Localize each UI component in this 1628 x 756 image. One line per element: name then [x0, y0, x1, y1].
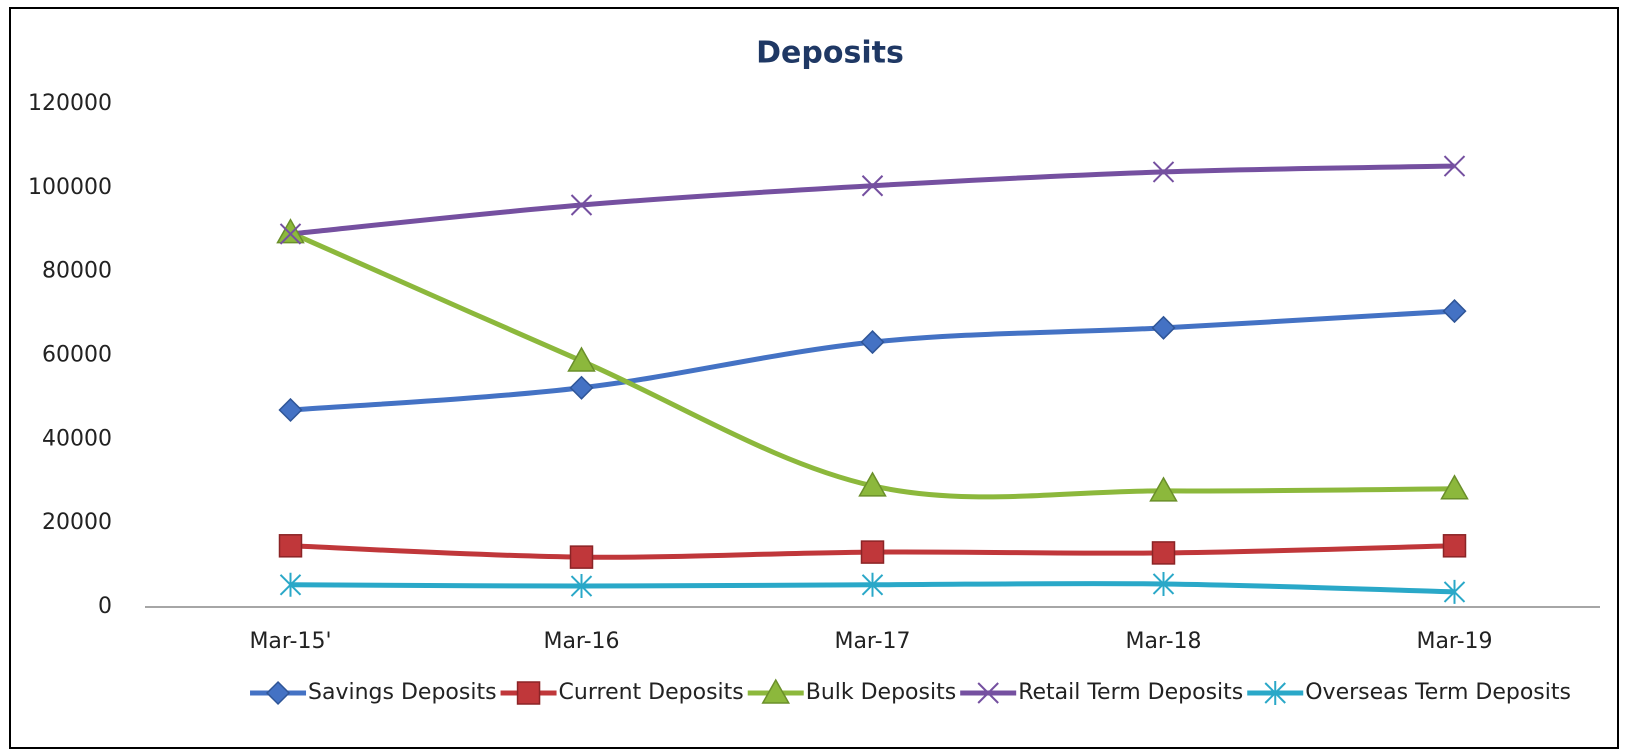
x-tick-label: Mar-16 [543, 629, 619, 654]
marker [570, 574, 593, 599]
marker-shape [761, 678, 791, 704]
marker-shape [278, 397, 303, 423]
legend-item: Bulk Deposits [747, 678, 956, 705]
y-tick-label: 40000 [42, 426, 112, 451]
legend-label: Bulk Deposits [806, 680, 956, 705]
marker [1149, 476, 1178, 502]
marker [1442, 299, 1467, 324]
marker-shape [569, 375, 594, 400]
marker [858, 471, 887, 497]
marker [977, 682, 999, 704]
legend-item: Retail Term Deposits [960, 680, 1243, 705]
marker [1442, 534, 1467, 558]
y-tick-label: 120000 [28, 91, 112, 116]
marker [265, 680, 291, 706]
marker-shape [1440, 474, 1469, 500]
marker [1443, 155, 1466, 177]
legend-label: Retail Term Deposits [1018, 680, 1243, 705]
marker-shape [861, 572, 884, 597]
legend-label: Savings Deposits [308, 680, 497, 705]
marker [569, 545, 594, 569]
marker [861, 572, 884, 597]
y-tick-label: 60000 [42, 343, 112, 368]
x-tick-label: Mar-18 [1125, 629, 1201, 654]
marker-shape [1151, 541, 1176, 565]
marker [1264, 681, 1286, 705]
chart-frame [9, 7, 1619, 749]
marker [1151, 315, 1176, 340]
legend-item: Current Deposits [500, 680, 744, 705]
marker [570, 194, 593, 216]
marker-shape [858, 471, 887, 497]
legend-item: Savings Deposits [250, 680, 497, 706]
marker [276, 218, 305, 244]
marker-shape [1443, 579, 1466, 604]
marker-shape [1442, 299, 1467, 324]
marker [1152, 571, 1175, 596]
marker [279, 223, 302, 245]
marker [278, 534, 303, 558]
marker-shape [860, 330, 885, 355]
marker [860, 330, 885, 355]
marker-shape [278, 534, 303, 558]
marker [1151, 541, 1176, 565]
marker [1443, 579, 1466, 604]
marker-shape [279, 572, 302, 597]
marker-shape [567, 346, 596, 372]
legend-label: Overseas Term Deposits [1305, 680, 1571, 705]
marker-shape [860, 540, 885, 564]
marker-shape [569, 545, 594, 569]
y-tick-label: 80000 [42, 259, 112, 284]
chart-title: Deposits [756, 36, 904, 71]
marker [1440, 474, 1469, 500]
marker-shape [861, 175, 884, 197]
marker [278, 397, 303, 423]
marker [1152, 161, 1175, 183]
marker-shape [516, 681, 541, 705]
x-tick-label: Mar-19 [1416, 629, 1492, 654]
marker [861, 175, 884, 197]
marker-shape [570, 194, 593, 216]
legend-item: Overseas Term Deposits [1247, 680, 1571, 705]
marker-shape [570, 574, 593, 599]
marker-shape [1152, 571, 1175, 596]
marker [860, 540, 885, 564]
marker-shape [977, 682, 999, 704]
y-tick-label: 0 [98, 594, 112, 619]
marker [569, 375, 594, 400]
marker [567, 346, 596, 372]
marker-shape [1264, 681, 1286, 705]
marker [279, 572, 302, 597]
y-tick-label: 100000 [28, 175, 112, 200]
marker [761, 678, 791, 704]
marker [516, 681, 541, 705]
marker-shape [1442, 534, 1467, 558]
x-tick-label: Mar-17 [834, 629, 910, 654]
marker-shape [279, 223, 302, 245]
marker-shape [265, 680, 291, 706]
marker-shape [1152, 161, 1175, 183]
marker-shape [1151, 315, 1176, 340]
marker-shape [276, 218, 305, 244]
legend-label: Current Deposits [559, 680, 744, 705]
marker-shape [1149, 476, 1178, 502]
y-tick-label: 20000 [42, 510, 112, 535]
x-tick-label: Mar-15' [249, 629, 331, 654]
marker-shape [1443, 155, 1466, 177]
